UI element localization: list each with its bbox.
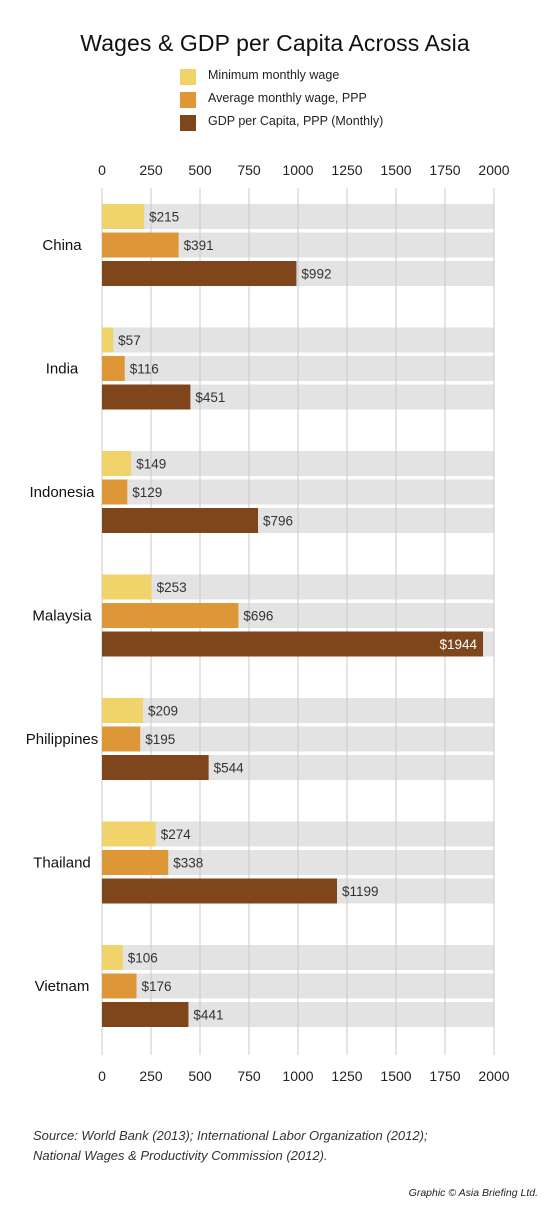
x-tick-label-bottom: 1000 (282, 1068, 313, 1084)
category-label: Malaysia (32, 608, 92, 625)
bar (102, 698, 143, 723)
bar (102, 945, 123, 970)
data-label: $451 (195, 390, 225, 405)
x-tick-label-bottom: 750 (237, 1068, 261, 1084)
bar (102, 574, 152, 600)
bar (102, 973, 137, 999)
data-label: $338 (173, 856, 203, 871)
data-label: $253 (157, 580, 187, 595)
x-tick-label-top: 2000 (478, 162, 509, 178)
bar (102, 821, 156, 847)
bar (102, 479, 128, 505)
x-tick-label-bottom: 1750 (429, 1068, 460, 1084)
data-label: $57 (118, 333, 141, 348)
data-label: $696 (243, 609, 273, 624)
bar (102, 878, 338, 904)
data-label: $796 (263, 514, 293, 529)
bar (102, 384, 191, 410)
x-tick-label-top: 1750 (429, 162, 460, 178)
data-label: $274 (161, 827, 192, 842)
bar (102, 356, 125, 381)
bar (102, 755, 209, 780)
category-label: Philippines (26, 731, 99, 748)
x-tick-label-bottom: 250 (139, 1068, 163, 1084)
data-label: $129 (132, 485, 162, 500)
source-line-1: Source: World Bank (2013); International… (33, 1128, 428, 1143)
x-tick-label-top: 1250 (331, 162, 362, 178)
legend-swatch-minimum-wage (180, 69, 196, 85)
source-note: Source: World Bank (2013); International… (33, 1126, 428, 1166)
bar (102, 850, 169, 875)
bar (102, 1002, 189, 1027)
data-label: $441 (193, 1008, 223, 1023)
graphic-credit: Graphic © Asia Briefing Ltd. (408, 1187, 538, 1199)
x-tick-label-bottom: 2000 (478, 1068, 509, 1084)
data-label: $149 (136, 457, 166, 472)
bar (102, 327, 114, 353)
category-label: Thailand (33, 855, 91, 872)
x-tick-label-bottom: 1250 (331, 1068, 362, 1084)
category-label: Indonesia (29, 484, 95, 501)
data-label: $106 (128, 951, 158, 966)
bar (102, 232, 179, 258)
legend-label-minimum-wage: Minimum monthly wage (208, 68, 340, 82)
bar (102, 451, 132, 476)
data-label: $1944 (439, 637, 477, 652)
data-label: $209 (148, 704, 178, 719)
x-tick-label-top: 500 (188, 162, 212, 178)
data-label: $215 (149, 210, 179, 225)
data-label: $1199 (342, 884, 379, 899)
data-label: $992 (301, 267, 331, 282)
category-label: Vietnam (35, 978, 90, 995)
source-line-2: National Wages & Productivity Commission… (33, 1148, 328, 1163)
data-label: $176 (141, 979, 171, 994)
x-tick-label-bottom: 0 (98, 1068, 106, 1084)
x-tick-label-top: 750 (237, 162, 261, 178)
bar (102, 261, 297, 286)
category-label: India (46, 361, 79, 378)
x-tick-label-top: 1500 (380, 162, 411, 178)
chart-title: Wages & GDP per Capita Across Asia (80, 30, 470, 56)
bar (102, 508, 259, 533)
legend-label-average-wage: Average monthly wage, PPP (208, 91, 367, 105)
bar (102, 603, 239, 628)
data-label: $195 (145, 732, 175, 747)
data-label: $116 (130, 362, 159, 377)
data-label: $544 (214, 761, 245, 776)
x-tick-label-top: 1000 (282, 162, 313, 178)
legend-swatch-average-wage (180, 92, 196, 108)
category-label: China (42, 237, 82, 254)
legend-swatch-gdp-per-capita (180, 115, 196, 131)
x-tick-label-top: 0 (98, 162, 106, 178)
bar (102, 726, 141, 752)
bar (102, 631, 484, 657)
data-label: $391 (184, 238, 214, 253)
legend-label-gdp-per-capita: GDP per Capita, PPP (Monthly) (208, 114, 384, 128)
x-tick-label-top: 250 (139, 162, 163, 178)
x-tick-label-bottom: 500 (188, 1068, 212, 1084)
x-tick-label-bottom: 1500 (380, 1068, 411, 1084)
bar (102, 204, 145, 229)
